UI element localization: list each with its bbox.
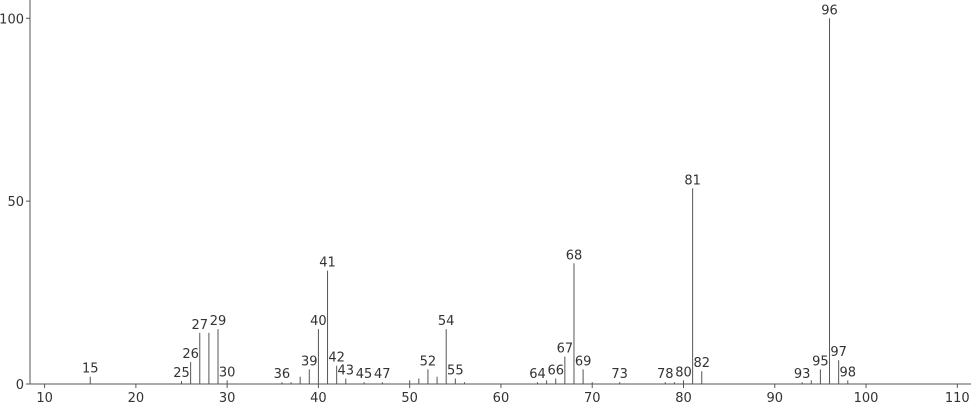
peak-label: 98 <box>840 365 857 380</box>
x-tick-label: 10 <box>36 391 53 406</box>
peak-label: 73 <box>611 367 628 382</box>
peak-label: 66 <box>547 364 564 379</box>
x-tick-label: 70 <box>584 391 601 406</box>
peak-label: 95 <box>812 354 829 369</box>
x-tick-label: 100 <box>854 391 879 406</box>
peak-label: 54 <box>438 314 455 329</box>
peak-label: 43 <box>338 364 355 379</box>
peak-label: 42 <box>328 351 345 366</box>
peak-label: 29 <box>210 314 227 329</box>
peak-label: 26 <box>182 347 199 362</box>
x-tick-label: 40 <box>310 391 327 406</box>
peak-label: 78 <box>657 367 674 382</box>
peak-label: 25 <box>173 366 190 381</box>
peak-label: 47 <box>374 367 391 382</box>
peak-label: 68 <box>566 248 583 263</box>
peak-label: 93 <box>794 367 811 382</box>
peak-label: 39 <box>301 354 318 369</box>
peak-label: 81 <box>684 173 701 188</box>
x-tick-label: 20 <box>128 391 145 406</box>
x-tick-label: 60 <box>493 391 510 406</box>
peak-label: 41 <box>319 256 336 271</box>
peak-label: 45 <box>356 367 373 382</box>
x-tick-label: 30 <box>219 391 236 406</box>
x-tick-label: 50 <box>401 391 418 406</box>
peak-label: 27 <box>191 318 208 333</box>
peak-label: 67 <box>557 342 574 357</box>
x-tick-label: 90 <box>766 391 783 406</box>
y-tick-label: 100 <box>0 12 24 27</box>
peak-label: 97 <box>830 345 847 360</box>
x-tick-label: 110 <box>945 391 970 406</box>
peak-label: 96 <box>821 3 838 18</box>
x-tick-label: 80 <box>675 391 692 406</box>
peak-label: 55 <box>447 364 464 379</box>
peak-label: 36 <box>274 367 291 382</box>
peak-label: 64 <box>529 367 546 382</box>
peak-label: 69 <box>575 354 592 369</box>
y-tick-label: 0 <box>16 378 24 393</box>
peak-label: 52 <box>420 354 437 369</box>
peak-label: 82 <box>693 356 710 371</box>
peak-label: 40 <box>310 314 327 329</box>
y-tick-label: 50 <box>7 195 24 210</box>
peak-label: 80 <box>675 365 692 380</box>
peak-label: 30 <box>219 365 236 380</box>
peak-label: 15 <box>82 362 99 377</box>
